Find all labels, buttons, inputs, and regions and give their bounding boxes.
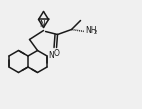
Text: O: O (54, 49, 59, 59)
Text: 2: 2 (94, 31, 98, 36)
Text: NH: NH (85, 26, 97, 35)
Text: N: N (40, 20, 45, 29)
Text: N: N (48, 51, 54, 60)
